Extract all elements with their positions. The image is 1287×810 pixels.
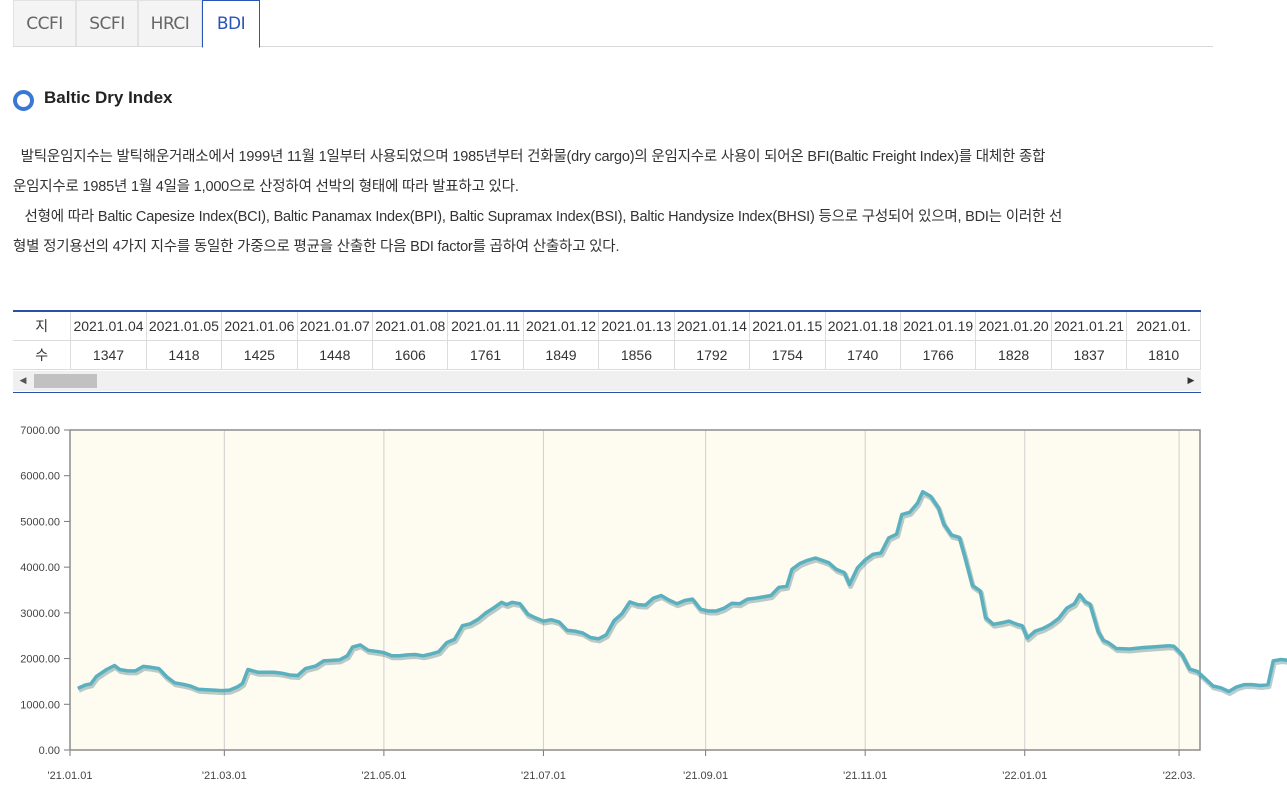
- row-header-date: 지: [13, 312, 72, 341]
- date-cell: 2021.01.08: [372, 312, 449, 341]
- date-cell: 2021.01.19: [900, 312, 977, 341]
- value-cell: 1837: [1051, 340, 1128, 370]
- scroll-left-arrow-icon[interactable]: ◀: [19, 376, 27, 386]
- x-tick-label: '21.09.01: [683, 770, 728, 782]
- date-cell: 2021.01.11: [447, 312, 524, 341]
- bdi-line-chart: 0.00 1000.00 2000.00 3000.00 4000.00 5000.00 6…: [20, 425, 1287, 782]
- row-header-value: 수: [13, 340, 72, 370]
- value-cell: 1740: [825, 340, 901, 370]
- date-cell: 2021.01.20: [975, 312, 1052, 341]
- tab-hrci[interactable]: HRCI: [138, 0, 202, 46]
- date-cell: 2021.01.15: [749, 312, 826, 341]
- page-title: Baltic Dry Index: [44, 88, 173, 107]
- value-row: 수 1347 1418 1425 1448 1606 1761 1849 1856 1792 17…: [13, 340, 1201, 370]
- value-cell: 1810: [1126, 340, 1201, 370]
- value-cell: 1425: [221, 340, 298, 370]
- date-cell: 2021.01.12: [523, 312, 600, 341]
- y-tick-label: 3000.00: [20, 608, 60, 620]
- value-cell: 1849: [523, 340, 600, 370]
- date-cell: 2021.01.21: [1051, 312, 1128, 341]
- y-tick-label: 4000.00: [20, 562, 60, 574]
- date-cell: 2021.01.18: [825, 312, 901, 341]
- y-tick-label: 7000.00: [20, 425, 60, 437]
- date-cell: 2021.01.05: [146, 312, 223, 341]
- value-cell: 1448: [297, 340, 374, 370]
- scroll-right-arrow-icon[interactable]: ▶: [1187, 376, 1195, 386]
- value-cell: 1754: [749, 340, 826, 370]
- tab-bdi[interactable]: BDI: [202, 0, 260, 48]
- description-line: 운임지수로 1985년 1월 4일을 1,000으로 산정하여 선박의 형태에 …: [13, 179, 519, 195]
- bdi-series-line: [77, 489, 1287, 694]
- x-tick-label: '21.11.01: [843, 770, 887, 782]
- value-cell: 1766: [900, 340, 977, 370]
- y-tick-label: 1000.00: [20, 699, 60, 711]
- value-cell: 1761: [447, 340, 524, 370]
- x-tick-label: '22.01.01: [1002, 770, 1047, 782]
- index-table: 지 2021.01.04 2021.01.05 2021.01.06 2021.01.…: [13, 310, 1201, 393]
- description-line: 선형에 따라 Baltic Capesize Index(BCI), Balti…: [13, 209, 1063, 225]
- value-cell: 1856: [598, 340, 675, 370]
- value-cell: 1347: [70, 340, 147, 370]
- date-cell: 2021.01.04: [70, 312, 147, 341]
- date-cell: 2021.01.: [1126, 312, 1201, 341]
- description-line: 형별 정기용선의 4가지 지수를 동일한 가중으로 평균을 산출한 다음 BDI…: [13, 239, 620, 255]
- value-cell: 1828: [975, 340, 1052, 370]
- value-cell: 1792: [674, 340, 751, 370]
- plot-frame: [69, 429, 1201, 751]
- date-cell: 2021.01.07: [297, 312, 374, 341]
- index-tabs: CCFI SCFI HRCI BDI: [13, 0, 1213, 48]
- value-cell: 1606: [372, 340, 449, 370]
- description: 발틱운임지수는 발틱해운거래소에서 1999년 11월 1일부터 사용되었으며 …: [13, 142, 1213, 262]
- tab-scfi[interactable]: SCFI: [76, 0, 138, 46]
- circle-bullet-icon: [13, 90, 34, 111]
- y-tick-label: 2000.00: [20, 654, 60, 666]
- date-cell: 2021.01.14: [674, 312, 751, 341]
- date-row: 지 2021.01.04 2021.01.05 2021.01.06 2021.01.…: [13, 312, 1201, 341]
- x-tick-label: '21.03.01: [202, 770, 247, 782]
- date-cell: 2021.01.13: [598, 312, 675, 341]
- scrollbar-thumb[interactable]: [34, 374, 97, 388]
- data-table: 지 2021.01.04 2021.01.05 2021.01.06 2021.01.…: [13, 312, 1201, 370]
- horizontal-scrollbar[interactable]: ◀ ▶: [13, 371, 1201, 391]
- y-tick-label: 0.00: [39, 745, 60, 757]
- tab-ccfi[interactable]: CCFI: [13, 0, 76, 46]
- value-cell: 1418: [146, 340, 223, 370]
- plot-area: [70, 430, 1200, 750]
- date-cell: 2021.01.06: [221, 312, 298, 341]
- x-tick-label: '21.01.01: [48, 770, 93, 782]
- y-tick-label: 5000.00: [20, 516, 60, 528]
- description-line: 발틱운임지수는 발틱해운거래소에서 1999년 11월 1일부터 사용되었으며 …: [13, 149, 1046, 165]
- y-tick-label: 6000.00: [20, 471, 60, 483]
- x-tick-label: '22.03.: [1163, 770, 1196, 782]
- x-tick-label: '21.07.01: [521, 770, 566, 782]
- x-tick-label: '21.05.01: [361, 770, 406, 782]
